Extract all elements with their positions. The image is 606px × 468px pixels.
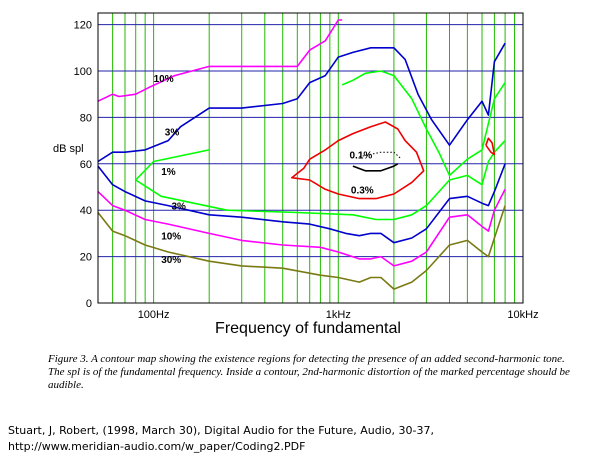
figure-caption: Figure 3. A contour map showing the exis… [48, 353, 570, 391]
contour-label-0: 10% [154, 74, 174, 85]
contour-line-1 [97, 42, 506, 163]
series-layer [97, 19, 506, 290]
contour-line-4 [97, 163, 506, 244]
grid-layer [97, 13, 523, 303]
label-layer: 10% 3% 1% 3% 10% 30% 0.1% 0.3% [154, 74, 374, 266]
citation-url: http://www.meridian-audio.com/w_paper/Co… [8, 440, 306, 453]
x-tick-label-0: 100Hz [138, 309, 170, 321]
contour-label-3: 3% [172, 202, 187, 213]
y-tick-label-3: 60 [80, 159, 92, 171]
x-axis-title: Frequency of fundamental [215, 320, 401, 337]
citation-line-1: Stuart, J, Robert, (1998, March 30), Dig… [8, 424, 434, 437]
contour-line-dotted [359, 151, 402, 160]
contour-label-4: 10% [161, 232, 181, 243]
contour-label-2: 1% [161, 167, 176, 178]
y-tick-label-2: 40 [80, 205, 92, 217]
contour-chart: 10% 3% 1% 3% 10% 30% 0.1% 0.3% 0 20 40 60 80 100 120 1… [53, 12, 539, 337]
contour-line-0 [97, 19, 343, 102]
y-tick-label-5: 100 [74, 66, 92, 78]
y-tick-label-1: 20 [80, 252, 92, 264]
contour-label-5: 30% [161, 255, 181, 266]
contour-line-2 [341, 70, 506, 177]
contour-line-7 [290, 121, 425, 200]
x-tick-label-2: 10kHz [507, 309, 538, 321]
contour-line-5 [97, 188, 506, 267]
y-axis-title: dB spl [53, 143, 84, 155]
contour-line-6 [97, 205, 506, 290]
citation: Stuart, J, Robert, (1998, March 30), Dig… [8, 423, 598, 455]
contour-label-6: 0.1% [350, 151, 373, 162]
chart-svg: 10% 3% 1% 3% 10% 30% 0.1% 0.3% 0 20 40 60 80 100 120 1… [53, 12, 539, 337]
contour-label-1: 3% [165, 127, 180, 138]
contour-line-3 [134, 140, 506, 221]
y-tick-label-0: 0 [86, 298, 92, 310]
contour-line-8 [352, 163, 399, 172]
contour-label-7: 0.3% [351, 185, 374, 196]
plot-frame [97, 12, 524, 304]
tick-layer: 0 20 40 60 80 100 120 100Hz 1kHz 10kHz [74, 20, 539, 321]
x-tick-label-1: 1kHz [326, 309, 351, 321]
y-tick-label-4: 80 [80, 112, 92, 124]
contour-line-9 [485, 137, 496, 156]
y-tick-label-6: 120 [74, 20, 92, 32]
